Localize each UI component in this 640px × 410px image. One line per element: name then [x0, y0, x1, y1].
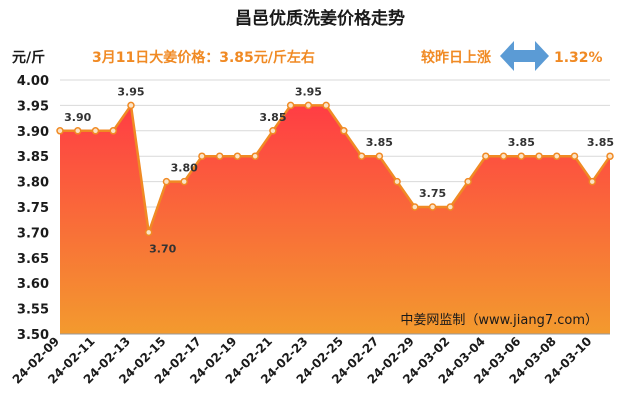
data-point: [588, 177, 597, 186]
data-label: 3.70: [149, 242, 176, 255]
data-point: [606, 152, 614, 160]
data-point: [56, 127, 64, 135]
data-label: 3.85: [587, 136, 614, 149]
data-label: 3.85: [508, 136, 535, 149]
x-axis-ticks: 24-02-0924-02-1124-02-1324-02-1524-02-17…: [10, 334, 595, 386]
y-tick-label: 3.70: [17, 226, 49, 241]
y-tick-label: 3.80: [17, 176, 49, 191]
data-point: [411, 203, 419, 211]
data-point: [144, 228, 153, 237]
data-point: [286, 101, 295, 110]
y-tick-label: 4.00: [17, 74, 49, 89]
data-label: 3.85: [366, 136, 393, 149]
data-point: [570, 152, 579, 160]
data-label: 3.80: [171, 162, 198, 175]
data-point: [304, 101, 313, 110]
y-axis-unit: 元/斤: [12, 49, 45, 66]
data-points: [56, 101, 614, 237]
data-label: 3.85: [259, 111, 286, 124]
data-point: [162, 177, 171, 186]
y-tick-label: 3.55: [17, 303, 49, 318]
y-tick-label: 3.60: [17, 277, 49, 292]
data-point: [357, 152, 366, 160]
y-tick-label: 3.90: [17, 125, 49, 140]
data-point: [73, 127, 82, 135]
y-tick-label: 3.85: [17, 150, 49, 165]
price-note: 3月11日大姜价格：3.85元/斤左右: [92, 49, 315, 66]
area-fill: [60, 105, 610, 335]
data-labels: 3.90 3.95 3.70 3.80 3.85 3.95 3.85 3.75 3.85 3.85: [64, 85, 614, 255]
data-point: [127, 101, 135, 110]
data-label: 3.75: [419, 187, 446, 200]
change-label: 较昨日上涨: [421, 49, 491, 66]
data-point: [375, 152, 384, 160]
data-point: [535, 152, 543, 160]
data-point: [215, 152, 224, 160]
y-tick-label: 3.65: [17, 252, 49, 267]
y-axis-ticks: 4.00 3.95 3.90 3.85 3.80 3.75 3.70 3.65 3.60 3.55…: [17, 74, 49, 343]
source-watermark: 中姜网监制（www.jiang7.com）: [400, 313, 598, 328]
y-tick-label: 3.50: [17, 328, 49, 343]
data-point: [428, 203, 437, 211]
data-point: [269, 127, 277, 135]
data-point: [322, 101, 330, 110]
data-label: 3.95: [295, 85, 322, 98]
data-label: 3.95: [117, 85, 144, 98]
double-arrow-icon: [500, 41, 549, 71]
data-point: [482, 152, 490, 160]
y-tick-label: 3.95: [17, 99, 49, 114]
data-point: [499, 152, 508, 160]
data-point: [180, 177, 188, 186]
change-value: 1.32%: [554, 50, 603, 66]
data-point: [91, 127, 100, 135]
data-point: [517, 152, 526, 160]
data-point: [233, 152, 242, 160]
data-point: [251, 152, 259, 160]
y-tick-label: 3.75: [17, 201, 49, 216]
data-point: [446, 203, 455, 211]
data-point: [553, 152, 561, 160]
data-point: [464, 177, 472, 186]
data-point: [340, 127, 348, 135]
chart-title: 昌邑优质洗姜价格走势: [235, 8, 405, 29]
data-point: [198, 152, 206, 160]
data-point: [393, 177, 401, 186]
data-label: 3.90: [64, 111, 91, 124]
data-point: [109, 127, 117, 135]
